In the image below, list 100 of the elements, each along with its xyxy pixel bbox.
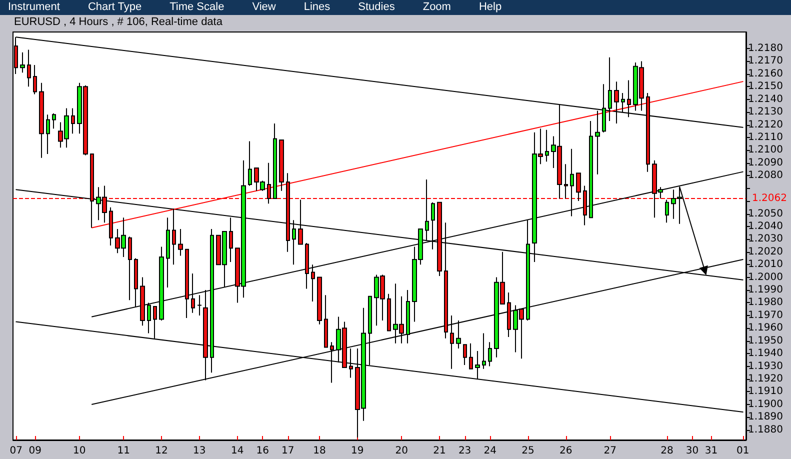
- y-tick-label: 1.1910: [748, 386, 783, 398]
- y-tick-label: 1.2170: [748, 56, 783, 67]
- candlestick: [665, 199, 669, 224]
- candlestick: [20, 52, 25, 74]
- candlestick: [456, 320, 461, 349]
- y-tick-label: 1.2180: [748, 43, 783, 54]
- candlestick: [33, 64, 37, 95]
- ref-line-label: 1.2062: [752, 193, 787, 204]
- y-tick-label: 1.1880: [748, 424, 783, 436]
- y-tick-label: 1.2080: [748, 170, 783, 182]
- candlestick: [324, 294, 328, 348]
- candlestick: [349, 348, 353, 378]
- candlestick: [437, 202, 442, 277]
- text: View: [252, 0, 276, 15]
- y-tick-label: 1.2040: [748, 220, 783, 232]
- x-tick-label: 16: [256, 446, 269, 456]
- x-tick-label: 12: [155, 446, 168, 456]
- x-tick-label: 21: [433, 446, 446, 456]
- y-tick-label: 1.1950: [748, 335, 783, 346]
- y-tick-label: 1.1920: [748, 373, 783, 384]
- candlestick: [27, 49, 31, 88]
- y-tick-label: 1.2000: [748, 272, 783, 283]
- x-tick-label: 09: [28, 446, 42, 456]
- candlestick: [482, 332, 486, 370]
- candlestick: [608, 56, 612, 122]
- x-tick-label: 01: [736, 446, 750, 456]
- chart-title: EURUSD , 4 Hours , # 106, Real-time data: [14, 16, 222, 28]
- candlestick: [406, 290, 410, 344]
- x-tick-label: 24: [484, 446, 496, 456]
- x-tick-label: 11: [117, 446, 130, 456]
- y-tick-label: 1.2090: [748, 157, 783, 168]
- candlestick: [166, 217, 170, 288]
- text: Help: [478, 0, 502, 15]
- x-tick-label: 10: [72, 446, 86, 456]
- candlestick: [273, 123, 277, 200]
- candlestick: [128, 236, 132, 301]
- y-tick-label: 1.2150: [748, 81, 783, 92]
- candlestick: [134, 258, 138, 308]
- x-tick-label: 25: [522, 446, 534, 456]
- text: Studies: [358, 0, 395, 15]
- x-tick-label: 23: [458, 446, 472, 456]
- y-tick-label: 1.1900: [748, 398, 783, 410]
- text: Instrument: [8, 0, 60, 15]
- candlestick: [475, 350, 480, 380]
- candlestick: [298, 199, 303, 245]
- candlestick: [330, 342, 334, 384]
- x-tick-label: 20: [395, 446, 408, 456]
- candlestick: [267, 162, 271, 204]
- candlestick: [507, 292, 511, 338]
- text: Lines: [304, 0, 330, 15]
- candlestick: [311, 264, 315, 302]
- candlestick: [52, 112, 56, 130]
- y-tick-label: 1.1990: [748, 284, 783, 296]
- y-tick-label: 1.1980: [748, 297, 783, 308]
- candlestick: [627, 80, 631, 118]
- candlestick: [191, 272, 195, 314]
- x-tick-label: 07: [10, 446, 23, 456]
- text: Chart Type: [88, 0, 142, 15]
- x-tick-label: 30: [686, 446, 699, 456]
- y-tick-label: 1.1960: [748, 322, 783, 334]
- candlestick: [576, 172, 581, 202]
- y-tick-label: 1.2100: [748, 144, 783, 156]
- candlestick: [109, 206, 113, 246]
- candlestick: [178, 228, 183, 256]
- candlestick: [305, 242, 309, 290]
- candlestick: [488, 342, 492, 367]
- text: Zoom: [422, 0, 451, 15]
- y-tick-label: 1.2030: [748, 234, 783, 245]
- y-tick-label: 1.2050: [748, 208, 783, 220]
- candlestick: [39, 82, 44, 158]
- text: Time Scale: [170, 0, 224, 15]
- x-tick-label: 31: [704, 446, 718, 456]
- candlestick: [248, 140, 252, 186]
- y-tick-label: 1.1940: [748, 348, 783, 360]
- candlestick: [71, 108, 75, 134]
- y-tick-label: 1.2120: [748, 119, 783, 130]
- candlestick: [545, 129, 549, 162]
- x-tick-label: 18: [313, 446, 326, 456]
- y-tick-label: 1.1890: [748, 412, 783, 423]
- x-tick-label: 19: [351, 446, 364, 456]
- candlestick: [279, 140, 284, 192]
- candlestick: [431, 202, 435, 250]
- y-tick-label: 1.2010: [748, 259, 783, 270]
- candlestick: [229, 217, 233, 263]
- candlestick: [469, 342, 473, 370]
- y-tick-label: 1.1930: [748, 360, 783, 372]
- x-tick-label: 26: [560, 446, 572, 456]
- candlestick: [292, 220, 296, 266]
- candlestick: [172, 208, 176, 266]
- candlestick: [564, 164, 568, 200]
- y-tick-label: 1.2140: [748, 94, 783, 105]
- y-tick-label: 1.1970: [748, 310, 783, 321]
- y-tick-label: 1.2130: [748, 106, 783, 118]
- y-tick-label: 1.2110: [748, 132, 783, 143]
- y-tick-label: 1.2020: [748, 246, 783, 258]
- x-tick-label: 13: [193, 446, 206, 456]
- candlestick: [46, 114, 50, 155]
- candlestick: [614, 81, 619, 124]
- candlestick: [621, 92, 625, 113]
- x-tick-label: 27: [604, 446, 617, 456]
